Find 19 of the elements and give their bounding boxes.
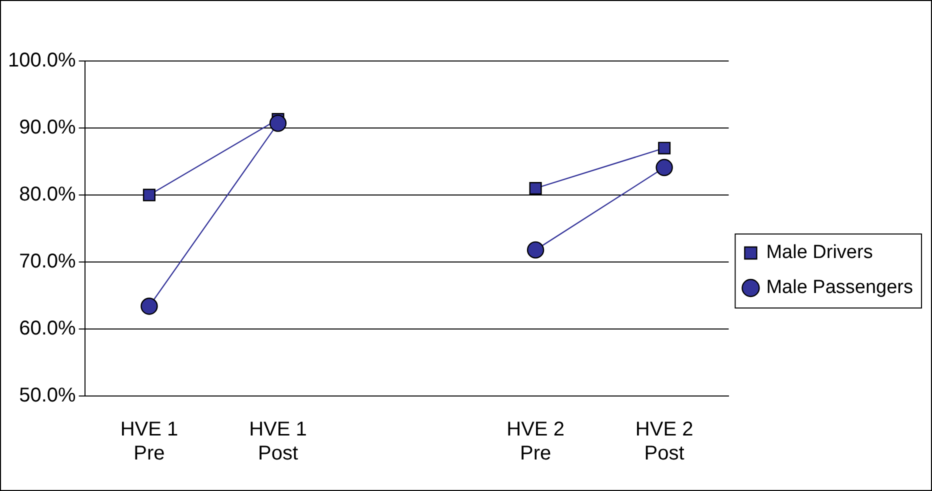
y-tick-label: 80.0% [19, 184, 76, 206]
x-tick-label: HVE 2 Post [635, 418, 694, 465]
point [658, 142, 671, 154]
legend-label: Male Drivers [766, 242, 873, 264]
x-tick-label: HVE 1 Pre [120, 418, 178, 465]
x-tick-label: HVE 1 Post [249, 418, 307, 465]
y-tick-label: 90.0% [19, 116, 76, 139]
y-tick-label: 60.0% [19, 318, 76, 340]
point [140, 298, 158, 315]
y-tick-label: 50.0% [19, 384, 76, 407]
point [142, 188, 156, 202]
point [269, 114, 287, 132]
legend-label: Male Passengers [766, 277, 913, 298]
point [526, 241, 544, 259]
point [529, 182, 542, 195]
x-tick-label: HVE 2 Pre [506, 418, 564, 465]
point [656, 158, 673, 176]
y-tick-label: 70.0% [19, 250, 76, 273]
y-tick-label: 100.0% [8, 50, 76, 72]
